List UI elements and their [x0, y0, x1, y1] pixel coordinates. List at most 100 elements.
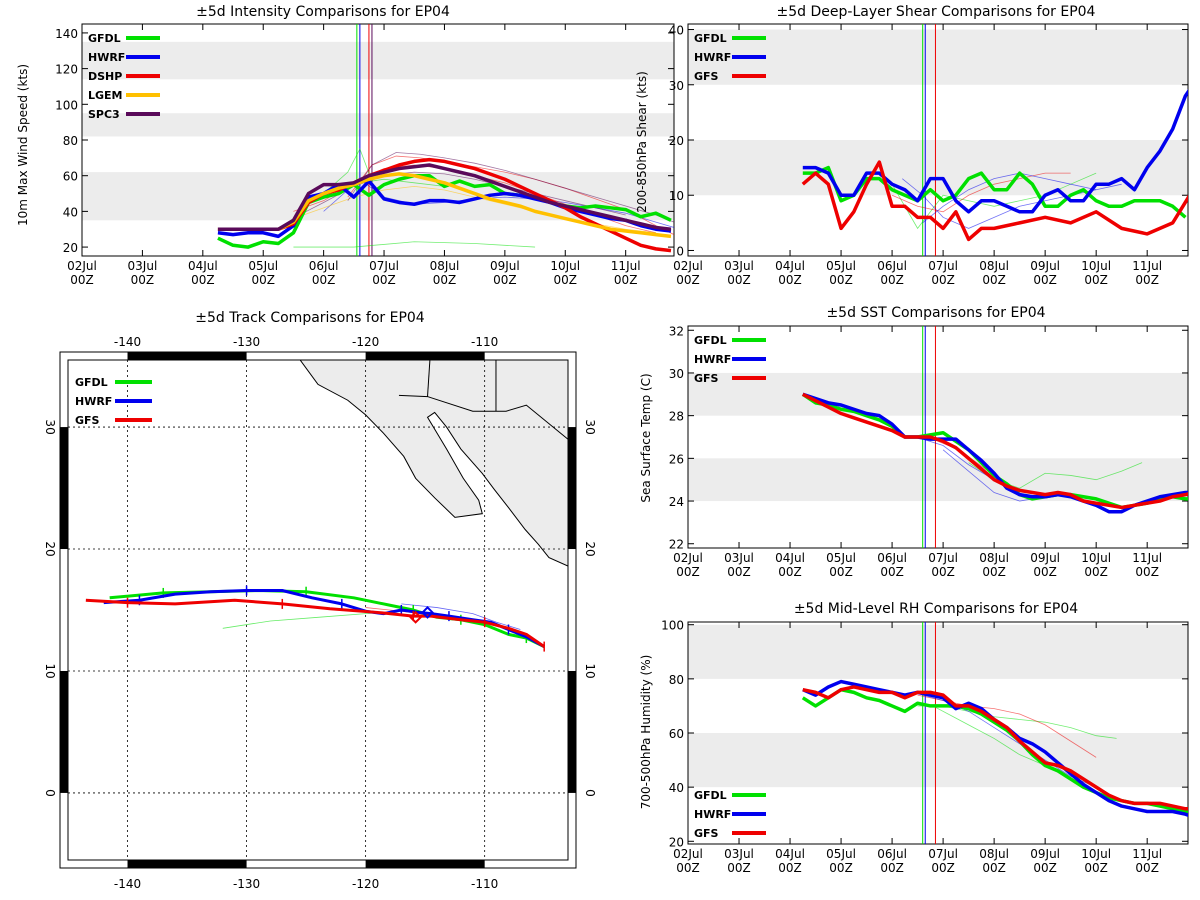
intensity-xtick-label: 04Jul	[188, 259, 218, 273]
intensity-xtick-label: 00Z	[372, 273, 396, 287]
intensity-xtick-label: 00Z	[614, 273, 638, 287]
sst-xtick-label: 07Jul	[928, 551, 958, 565]
intensity-chart: ±5d Intensity Comparisons for EP04 10m M…	[16, 4, 675, 287]
shear-ytick-label: 10	[669, 189, 684, 203]
sst-xtick-label: 08Jul	[979, 551, 1009, 565]
track-lat-label-left: 10	[43, 663, 57, 678]
rh-xtick-label: 07Jul	[928, 847, 958, 861]
sst-xtick-label: 03Jul	[724, 551, 754, 565]
track-lon-label-bottom: -140	[114, 877, 141, 891]
intensity-ytick-label: 20	[63, 241, 78, 255]
shear-title: ±5d Deep-Layer Shear Comparisons for EP0…	[777, 4, 1096, 20]
track-lat-label-right: 20	[583, 541, 597, 556]
sst-ytick-label: 22	[669, 538, 684, 552]
shear-xtick-label: 00Z	[1135, 273, 1159, 287]
rh-ytick-label: 80	[669, 673, 684, 687]
track-border-bar-left	[60, 670, 68, 793]
shear-band-0	[688, 140, 1188, 196]
shear-xtick-label: 07Jul	[928, 259, 958, 273]
shear-legend-label: HWRF	[694, 51, 731, 64]
intensity-series-spc3	[217, 163, 672, 231]
intensity-ytick-label: 100	[55, 98, 78, 112]
rh-xtick-label: 02Jul	[673, 847, 703, 861]
shear-xtick-label: 00Z	[778, 273, 802, 287]
intensity-thin-line	[323, 147, 445, 194]
rh-xtick-label: 00Z	[676, 861, 700, 875]
sst-ylabel: Sea Surface Temp (C)	[639, 373, 653, 502]
rh-xtick-label: 00Z	[1084, 861, 1108, 875]
rh-xtick-label: 00Z	[1033, 861, 1057, 875]
sst-xtick-label: 00Z	[727, 565, 751, 579]
rh-xtick-label: 05Jul	[826, 847, 856, 861]
intensity-xtick-label: 00Z	[251, 273, 275, 287]
sst-xtick-label: 09Jul	[1030, 551, 1060, 565]
rh-band-0	[688, 733, 1188, 788]
track-title: ±5d Track Comparisons for EP04	[195, 310, 425, 326]
intensity-xtick-label: 00Z	[70, 273, 94, 287]
intensity-xtick-label: 00Z	[493, 273, 517, 287]
shear-xtick-label: 04Jul	[775, 259, 805, 273]
sst-series-gfs	[802, 392, 1188, 510]
sst-ytick-label: 32	[669, 324, 684, 338]
rh-xtick-label: 08Jul	[979, 847, 1009, 861]
shear-xtick-label: 11Jul	[1132, 259, 1162, 273]
sst-xtick-label: 00Z	[931, 565, 955, 579]
track-border-bar-bottom	[127, 860, 247, 868]
track-border-bar-bottom	[365, 860, 485, 868]
sst-xtick-label: 00Z	[1033, 565, 1057, 579]
intensity-ytick-label: 80	[63, 134, 78, 148]
intensity-ylabel: 10m Max Wind Speed (kts)	[16, 64, 30, 226]
shear-ytick-label: 30	[669, 79, 684, 93]
intensity-legend-label: LGEM	[88, 89, 123, 102]
sst-thin-line	[942, 449, 1046, 502]
track-thin-line	[401, 603, 521, 630]
intensity-xtick-label: 11Jul	[611, 259, 641, 273]
track-current-position-icon	[421, 606, 434, 619]
state-border	[427, 360, 431, 397]
intensity-legend-label: SPC3	[88, 108, 120, 121]
sst-xtick-label: 10Jul	[1081, 551, 1111, 565]
intensity-series-gfdl	[217, 173, 672, 249]
intensity-xtick-label: 00Z	[131, 273, 155, 287]
track-lon-label-top: -140	[114, 335, 141, 349]
shear-ylabel: 200-850hPa Shear (kts)	[635, 71, 649, 213]
shear-ytick-label: 20	[669, 134, 684, 148]
intensity-band-2	[82, 41, 674, 80]
rh-xtick-label: 00Z	[1135, 861, 1159, 875]
shear-xtick-label: 00Z	[829, 273, 853, 287]
shear-xtick-label: 09Jul	[1030, 259, 1060, 273]
shear-plot-area	[801, 89, 1188, 242]
sst-xtick-label: 05Jul	[826, 551, 856, 565]
track-lon-label-top: -110	[471, 335, 498, 349]
track-lat-label-left: 20	[43, 541, 57, 556]
sst-xtick-label: 00Z	[880, 565, 904, 579]
sst-xtick-label: 00Z	[982, 565, 1006, 579]
sst-xtick-label: 00Z	[676, 565, 700, 579]
sst-xtick-label: 06Jul	[877, 551, 907, 565]
intensity-ytick-label: 60	[63, 170, 78, 184]
rh-legend-label: HWRF	[694, 808, 731, 821]
intensity-title: ±5d Intensity Comparisons for EP04	[196, 4, 450, 20]
rh-xtick-label: 00Z	[982, 861, 1006, 875]
track-border-bar-top	[127, 352, 247, 360]
intensity-xtick-label: 09Jul	[490, 259, 520, 273]
sst-frame	[687, 325, 1189, 549]
rh-ytick-label: 60	[669, 727, 684, 741]
rh-thin-line	[917, 705, 1117, 739]
international-border	[398, 394, 568, 440]
shear-xtick-label: 00Z	[1084, 273, 1108, 287]
shear-xtick-label: 00Z	[880, 273, 904, 287]
shear-xtick-label: 03Jul	[724, 259, 754, 273]
track-lon-label-top: -120	[352, 335, 379, 349]
rh-ytick-label: 20	[669, 835, 684, 849]
track-current-position-icon	[409, 610, 423, 624]
sst-xtick-label: 04Jul	[775, 551, 805, 565]
track-border-bar-top	[365, 352, 485, 360]
track-lon-label-bottom: -130	[233, 877, 260, 891]
shear-legend-label: GFDL	[694, 32, 727, 45]
shear-thin-line	[902, 178, 1122, 229]
sst-band-0	[688, 458, 1188, 502]
intensity-xtick-label: 07Jul	[369, 259, 399, 273]
shear-xtick-label: 00Z	[727, 273, 751, 287]
track-lat-label-left: 0	[43, 789, 57, 797]
